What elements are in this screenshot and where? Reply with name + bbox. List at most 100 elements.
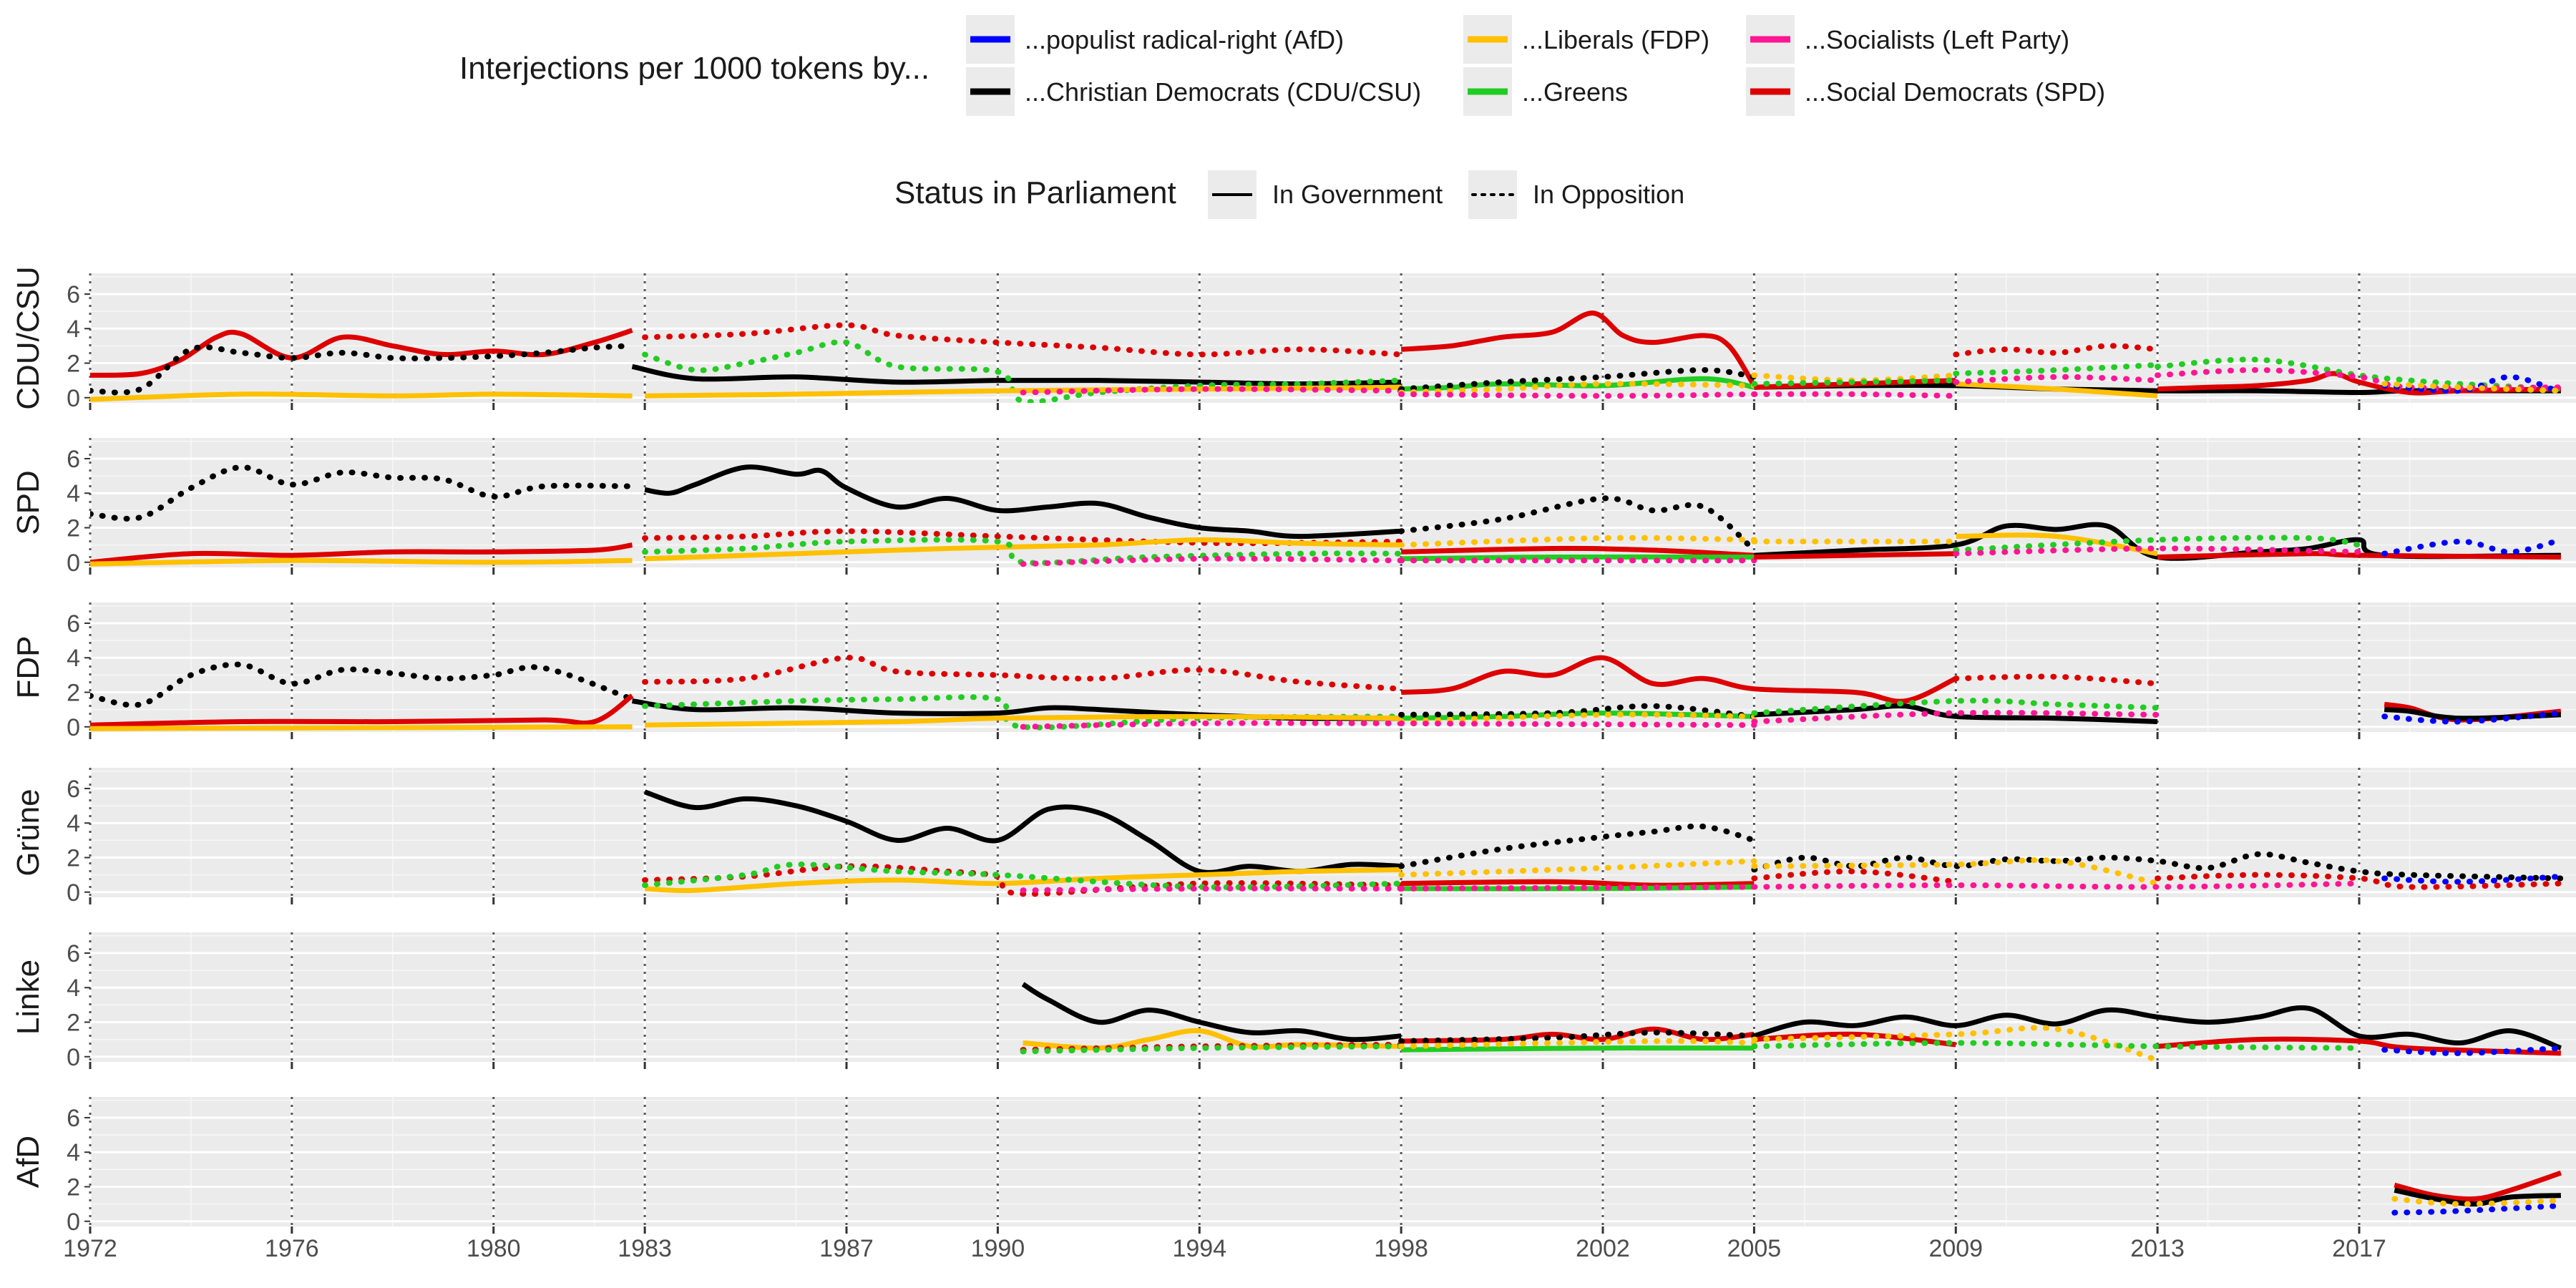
panel-background — [90, 602, 2576, 732]
panel-lines — [2391, 1170, 2564, 1216]
series-line-afd-opp — [2381, 537, 2564, 557]
series-line-lin-opp — [1751, 391, 1959, 399]
legend-items: ...populist radical-right (AfD) ...Christ… — [966, 15, 2105, 116]
panel-background — [90, 438, 2576, 567]
legend-item-afd: ...populist radical-right (AfD) — [966, 15, 1344, 64]
x-tick-label: 2017 — [2332, 1235, 2386, 1262]
series-line-fdp-opp — [1398, 858, 1757, 878]
y-tick-label: 6 — [67, 610, 80, 638]
series-line-spd-gov — [1400, 655, 1957, 704]
series-line-afd-opp — [2381, 874, 2564, 885]
series-line-spd-gov — [1754, 551, 1956, 560]
panel-spd: 0 2 4 6 SPD — [11, 438, 2576, 577]
legend-item-label: ...Socialists (Left Party) — [1805, 25, 2069, 54]
y-tick-label: 2 — [67, 514, 80, 542]
series-line-lin-opp — [1020, 885, 1405, 894]
series-line-fdp-opp — [1398, 381, 1757, 396]
series-line-spd-gov — [90, 328, 633, 378]
series-line-cdu-opp — [1398, 703, 1757, 720]
series-line-fdp-gov — [90, 557, 633, 567]
legend-item-cdu: ...Christian Democrats (CDU/CSU) — [966, 67, 1421, 116]
x-tick-label: 2013 — [2130, 1235, 2185, 1262]
x-tick-label: 1987 — [819, 1235, 874, 1262]
panel-lines — [90, 464, 2564, 567]
series-line-fdp-gov — [1956, 381, 2158, 399]
series-line-spd-gov — [1754, 378, 1956, 390]
x-tick-label: 1998 — [1374, 1235, 1428, 1262]
series-line-fdp-opp — [1751, 857, 2161, 887]
series-line-fdp-opp — [2381, 381, 2564, 394]
x-tick-label: 1994 — [1172, 1235, 1226, 1262]
series-line-cdu-gov — [1021, 982, 1402, 1043]
series-line-fdp-opp — [1398, 1038, 1757, 1050]
series-line-gru-gov — [1401, 1045, 1755, 1053]
series-line-spd-gov — [90, 693, 634, 728]
facet-panels: 0 2 4 6 CDU/CSU 0 2 4 6 SPD 0 2 4 6 FDP 0 2 4 6 Grüne 0 2 4 6 Li… — [11, 266, 2576, 1236]
series-line-fdp-gov — [644, 537, 1402, 562]
panel-gr-ne: 0 2 4 6 Grüne — [11, 768, 2576, 907]
legend-item-spd: ...Social Democrats (SPD) — [1746, 67, 2105, 116]
legend-item-label: ...Social Democrats (SPD) — [1805, 77, 2105, 107]
series-line-lin-opp — [1020, 386, 1405, 396]
series-line-cdu-gov — [2394, 1187, 2562, 1207]
panel-cdu-csu: 0 2 4 6 CDU/CSU — [11, 266, 2576, 412]
series-line-spd-opp — [1953, 673, 2161, 687]
y-tick-label: 2 — [67, 844, 80, 872]
series-line-fdp-gov — [90, 724, 633, 731]
panel-lines — [642, 789, 2564, 897]
panel-background — [90, 768, 2576, 897]
panel-linke: 0 2 4 6 Linke — [11, 932, 2576, 1071]
status-legend-items: In Government In Opposition — [1208, 170, 1684, 219]
y-tick-label: 0 — [67, 879, 80, 907]
panel-label: CDU/CSU — [11, 266, 46, 409]
series-line-lin-opp — [1398, 720, 1757, 728]
legend-item-lin: ...Socialists (Left Party) — [1746, 15, 2069, 64]
series-line-fdp-gov — [645, 384, 1402, 399]
series-line-gru-opp — [642, 537, 1405, 566]
series-line-afd-opp — [2381, 710, 2564, 725]
panel-lines — [90, 655, 2564, 731]
status-item-opp: In Opposition — [1468, 170, 1684, 219]
y-tick-label: 2 — [67, 350, 80, 377]
status-legend-title: Status in Parliament — [894, 175, 1176, 210]
y-tick-label: 4 — [67, 316, 80, 343]
y-tick-label: 6 — [67, 1105, 80, 1132]
x-axis: 1972 1976 1980 1983 1987 1990 1994 1998 2002 2005… — [63, 1235, 2386, 1262]
series-line-fdp-opp — [1398, 711, 1757, 725]
series-line-spd-opp — [1953, 343, 2161, 358]
series-line-spd-gov — [2157, 1036, 2562, 1056]
series-line-cdu-gov — [1753, 1005, 2562, 1051]
series-line-lin-opp — [1953, 374, 2161, 385]
series-line-cdu-opp — [1398, 823, 1757, 869]
y-tick-label: 2 — [67, 1174, 80, 1201]
status-item-gov: In Government — [1208, 170, 1443, 219]
y-tick-label: 0 — [67, 550, 80, 577]
series-line-spd-gov — [2394, 1170, 2562, 1202]
y-tick-label: 6 — [67, 281, 80, 308]
y-tick-label: 4 — [67, 645, 80, 672]
x-tick-label: 1976 — [265, 1235, 319, 1262]
series-line-gru-gov — [1401, 554, 1755, 562]
series-line-spd-opp — [1751, 868, 1959, 885]
y-tick-label: 2 — [67, 1009, 80, 1036]
legend-item-label: ...populist radical-right (AfD) — [1025, 25, 1344, 54]
series-line-afd-opp — [2381, 1045, 2564, 1056]
series-line-lin-opp — [1020, 720, 1405, 730]
series-line-cdu-opp — [90, 464, 635, 522]
series-line-fdp-gov — [645, 713, 1402, 728]
series-line-fdp-opp — [1751, 1025, 2161, 1062]
legend-item-label: ...Greens — [1522, 77, 1628, 107]
series-line-gru-opp — [1953, 535, 2362, 553]
y-tick-label: 4 — [67, 975, 80, 1002]
y-tick-label: 4 — [67, 1139, 80, 1166]
series-line-fdp-gov — [1956, 532, 2158, 557]
panel-afd: 0 2 4 6 AfD — [11, 1097, 2576, 1236]
series-line-cdu-gov — [644, 464, 1402, 540]
panel-fdp: 0 2 4 6 FDP — [11, 602, 2576, 741]
x-tick-label: 2009 — [1928, 1235, 1983, 1262]
legend-title: Interjections per 1000 tokens by... — [459, 51, 930, 86]
series-line-gru-opp — [1751, 1040, 2362, 1051]
series-line-gru-gov — [1401, 884, 1755, 892]
series-line-gru-opp — [1751, 377, 1959, 387]
x-tick-label: 2005 — [1727, 1235, 1782, 1262]
